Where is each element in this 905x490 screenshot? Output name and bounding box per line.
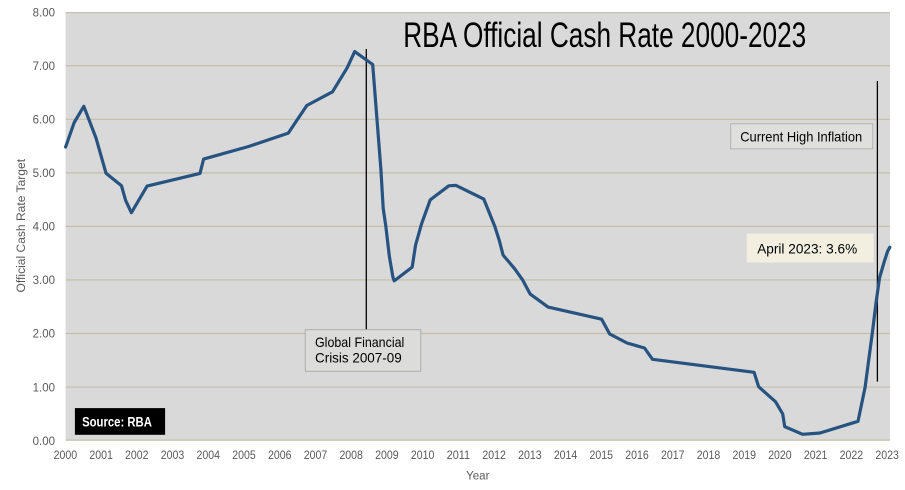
svg-text:2023: 2023 — [875, 450, 899, 462]
svg-text:0.00: 0.00 — [33, 436, 55, 448]
svg-text:2007: 2007 — [304, 450, 328, 462]
svg-text:2021: 2021 — [804, 450, 828, 462]
svg-text:8.00: 8.00 — [33, 7, 55, 19]
svg-text:2011: 2011 — [447, 450, 471, 462]
svg-text:2001: 2001 — [89, 450, 113, 462]
svg-text:2004: 2004 — [197, 450, 221, 462]
svg-text:2008: 2008 — [339, 450, 363, 462]
svg-text:Current High Inflation: Current High Inflation — [740, 128, 862, 144]
svg-text:RBA Official Cash Rate 2000-20: RBA Official Cash Rate 2000-2023 — [403, 16, 806, 55]
svg-text:Year: Year — [466, 471, 489, 483]
svg-text:2015: 2015 — [590, 450, 614, 462]
svg-text:2016: 2016 — [625, 450, 649, 462]
svg-text:Crisis 2007-09: Crisis 2007-09 — [315, 349, 402, 365]
svg-text:1.00: 1.00 — [33, 382, 55, 394]
svg-text:2022: 2022 — [840, 450, 864, 462]
svg-text:Official Cash Rate Target: Official Cash Rate Target — [16, 158, 28, 292]
svg-text:2020: 2020 — [768, 450, 792, 462]
svg-text:Source: RBA: Source: RBA — [82, 414, 152, 430]
svg-text:6.00: 6.00 — [33, 115, 55, 127]
svg-text:2014: 2014 — [554, 450, 578, 462]
svg-text:3.00: 3.00 — [33, 275, 55, 287]
svg-text:2006: 2006 — [268, 450, 292, 462]
svg-text:April 2023: 3.6%: April 2023: 3.6% — [757, 240, 857, 256]
svg-text:2002: 2002 — [125, 450, 149, 462]
svg-text:2019: 2019 — [732, 450, 756, 462]
svg-text:5.00: 5.00 — [33, 168, 55, 180]
svg-text:Global Financial: Global Financial — [315, 334, 404, 350]
svg-text:2010: 2010 — [411, 450, 435, 462]
svg-text:2017: 2017 — [661, 450, 685, 462]
svg-text:2009: 2009 — [375, 450, 399, 462]
svg-text:7.00: 7.00 — [33, 61, 55, 73]
svg-text:2.00: 2.00 — [33, 329, 55, 341]
svg-text:2012: 2012 — [482, 450, 506, 462]
svg-text:2018: 2018 — [697, 450, 721, 462]
svg-text:2013: 2013 — [518, 450, 542, 462]
svg-text:2003: 2003 — [161, 450, 185, 462]
svg-text:2000: 2000 — [54, 450, 78, 462]
svg-text:4.00: 4.00 — [33, 222, 55, 234]
svg-text:2005: 2005 — [232, 450, 256, 462]
